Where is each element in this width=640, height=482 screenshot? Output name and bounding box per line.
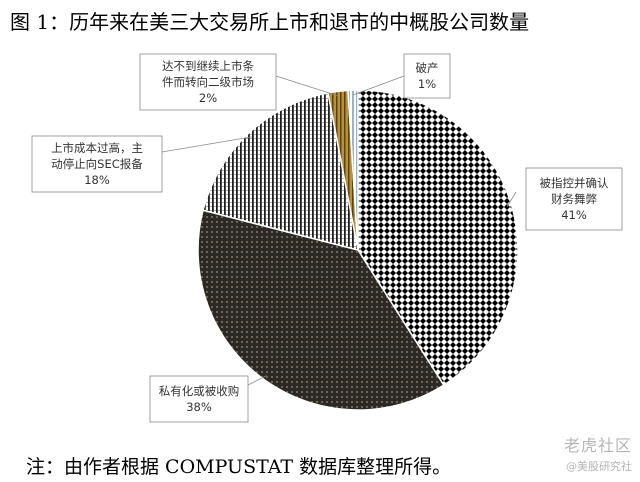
pie-slice-1 (357, 89, 519, 387)
leader-line-5 (352, 75, 405, 96)
slice-category-label: 件而转向二级市场 (162, 75, 254, 89)
data-label-box-1 (525, 167, 623, 231)
slice-category-label: 上市成本过高，主 (51, 141, 143, 155)
pie-slice-2 (197, 209, 445, 411)
slice-category-label: 被指控并确认 (540, 176, 609, 190)
slice-value-label: 2% (199, 91, 217, 105)
watermark-sub: @美股研究社 (566, 460, 632, 473)
slice-value-label: 18% (84, 173, 110, 187)
figure-title: 图 1：历年来在美三大交易所上市和退市的中概股公司数量 (10, 10, 530, 34)
slice-category-label: 动停止向SEC报备 (51, 157, 143, 171)
data-label-box-4 (139, 53, 277, 111)
slice-value-label: 1% (418, 77, 436, 91)
leader-line-1 (506, 191, 517, 207)
watermark: 老虎社区 @美股研究社 (564, 432, 632, 474)
pie-slice-5 (347, 89, 359, 251)
watermark-main: 老虎社区 (563, 436, 632, 455)
figure-note: 注：由作者根据 COMPUSTAT 数据库整理所得。 (26, 456, 452, 478)
leader-line-3 (161, 136, 252, 153)
slice-category-label: 达不到继续上市条 (162, 59, 254, 73)
slice-category-label: 私有化或被收购 (159, 384, 240, 398)
data-label-box-2 (149, 375, 249, 423)
data-label-box-3 (31, 135, 163, 193)
slice-value-label: 38% (186, 400, 212, 414)
leader-line-4 (275, 75, 339, 97)
slice-value-label: 41% (561, 208, 587, 222)
leader-line-2 (247, 375, 267, 386)
data-label-box-5 (403, 53, 451, 99)
slice-category-label: 财务舞弊 (551, 192, 597, 206)
pie-slice-3 (202, 91, 359, 252)
slice-category-label: 破产 (416, 61, 439, 75)
